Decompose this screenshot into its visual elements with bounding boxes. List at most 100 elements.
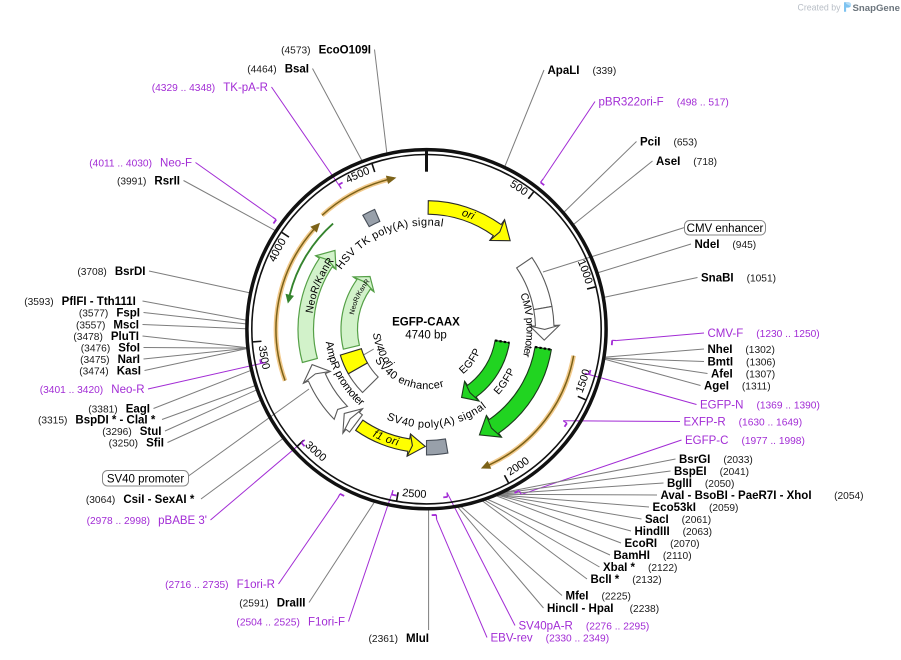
svg-text:(1051): (1051)	[747, 273, 776, 284]
svg-text:AfeI: AfeI	[711, 369, 733, 381]
svg-text:HindIII: HindIII	[635, 526, 670, 538]
svg-text:(2059): (2059)	[709, 503, 738, 514]
svg-text:(2238): (2238)	[630, 604, 659, 615]
svg-text:EagI: EagI	[126, 404, 150, 416]
svg-text:(2033): (2033)	[723, 455, 752, 466]
svg-text:Created by: Created by	[797, 3, 841, 13]
svg-text:NdeI: NdeI	[695, 239, 720, 251]
svg-text:EGFP-C: EGFP-C	[685, 435, 728, 447]
svg-text:(498 .. 517): (498 .. 517)	[677, 97, 729, 108]
svg-text:EcoO109I: EcoO109I	[319, 45, 371, 57]
svg-text:EGFP-CAAX: EGFP-CAAX	[392, 317, 460, 329]
svg-text:(1306): (1306)	[746, 357, 775, 368]
svg-text:BsrGI: BsrGI	[679, 454, 710, 466]
svg-text:EXFP-R: EXFP-R	[684, 417, 726, 429]
svg-text:(2978 .. 2998): (2978 .. 2998)	[87, 516, 150, 527]
svg-text:CMV enhancer: CMV enhancer	[687, 223, 764, 235]
svg-text:(1977 .. 1998): (1977 .. 1998)	[741, 436, 804, 447]
svg-text:StuI: StuI	[140, 426, 162, 438]
svg-text:(2591): (2591)	[239, 598, 268, 609]
svg-text:(3593): (3593)	[24, 297, 53, 308]
svg-text:DraIII: DraIII	[277, 598, 306, 610]
svg-text:(4011 .. 4030): (4011 .. 4030)	[89, 158, 152, 169]
svg-text:(3991): (3991)	[117, 176, 146, 187]
svg-text:(1630 .. 1649): (1630 .. 1649)	[739, 417, 802, 428]
svg-text:(4329 .. 4348): (4329 .. 4348)	[152, 83, 215, 94]
svg-text:(3064): (3064)	[86, 495, 115, 506]
svg-text:SfoI: SfoI	[118, 343, 140, 355]
svg-text:PluTI: PluTI	[111, 331, 139, 343]
svg-text:(1230 .. 1250): (1230 .. 1250)	[756, 329, 819, 340]
svg-text:AgeI: AgeI	[704, 381, 729, 393]
svg-text:(2716 .. 2735): (2716 .. 2735)	[165, 580, 228, 591]
svg-text:SacI: SacI	[645, 514, 669, 526]
svg-text:PflFI - Tth111I: PflFI - Tth111I	[62, 296, 136, 308]
svg-text:(2361): (2361)	[369, 634, 398, 645]
svg-text:SnapGene: SnapGene	[853, 3, 900, 14]
svg-text:(2054): (2054)	[834, 491, 863, 502]
svg-text:(1311): (1311)	[742, 381, 771, 392]
svg-text:(3475): (3475)	[80, 355, 109, 366]
svg-text:(2050): (2050)	[705, 479, 734, 490]
svg-text:XbaI *: XbaI *	[603, 562, 635, 574]
svg-text:(2225): (2225)	[602, 591, 631, 602]
svg-text:SV40pA-R: SV40pA-R	[519, 621, 573, 633]
svg-text:(3401 .. 3420): (3401 .. 3420)	[40, 385, 103, 396]
svg-text:(3381): (3381)	[88, 404, 117, 415]
svg-text:(3250): (3250)	[109, 438, 138, 449]
svg-text:FspI: FspI	[116, 308, 140, 320]
svg-text:(2330 .. 2349): (2330 .. 2349)	[546, 633, 609, 644]
svg-text:(3577): (3577)	[79, 308, 108, 319]
svg-text:BspEI: BspEI	[674, 466, 707, 478]
svg-text:EcoRI: EcoRI	[625, 538, 658, 550]
svg-text:(1307): (1307)	[746, 369, 775, 380]
svg-text:HincII - HpaI: HincII - HpaI	[547, 603, 613, 615]
svg-text:(3296): (3296)	[102, 427, 131, 438]
svg-text:(4573): (4573)	[281, 45, 310, 56]
svg-text:(3478): (3478)	[73, 332, 102, 343]
svg-text:(653): (653)	[673, 137, 697, 148]
svg-text:(2110): (2110)	[663, 551, 692, 562]
svg-text:NarI: NarI	[118, 354, 140, 366]
svg-text:Eco53kI: Eco53kI	[653, 502, 696, 514]
svg-text:(339): (339)	[592, 66, 616, 77]
svg-text:(2041): (2041)	[720, 467, 749, 478]
svg-text:(2132): (2132)	[632, 575, 661, 586]
svg-text:AvaI - BsoBI - PaeR7I - Xho: AvaI - BsoBI - PaeR7I - XhoI	[661, 490, 812, 502]
svg-text:(3557): (3557)	[76, 320, 105, 331]
svg-text:SnaBI: SnaBI	[701, 273, 734, 285]
svg-text:EGFP-N: EGFP-N	[700, 400, 743, 412]
svg-text:(2070): (2070)	[670, 539, 699, 550]
svg-text:RsrII: RsrII	[154, 176, 180, 188]
svg-text:Neo-F: Neo-F	[160, 158, 192, 170]
svg-text:(2276 .. 2295): (2276 .. 2295)	[586, 621, 649, 632]
svg-text:(3476): (3476)	[81, 343, 110, 354]
svg-text:(1369 .. 1390): (1369 .. 1390)	[756, 400, 819, 411]
svg-text:(3315): (3315)	[38, 415, 67, 426]
svg-text:MscI: MscI	[113, 320, 139, 332]
svg-text:BmtI: BmtI	[708, 357, 734, 369]
svg-text:MluI: MluI	[406, 633, 429, 645]
svg-text:PciI: PciI	[640, 137, 660, 149]
svg-text:BclI *: BclI *	[591, 574, 620, 586]
svg-text:(1302): (1302)	[745, 345, 774, 356]
svg-text:BsrDI: BsrDI	[115, 266, 146, 278]
svg-text:EBV-rev: EBV-rev	[491, 633, 533, 645]
svg-text:(945): (945)	[732, 240, 756, 251]
svg-text:pBABE 3': pBABE 3'	[158, 515, 207, 527]
svg-text:KasI: KasI	[117, 366, 141, 378]
svg-text:Neo-R: Neo-R	[111, 384, 144, 396]
svg-text:pBR322ori-F: pBR322ori-F	[599, 97, 664, 109]
svg-text:F1ori-F: F1ori-F	[308, 617, 345, 629]
svg-text:CsiI - SexAI *: CsiI - SexAI *	[123, 494, 194, 506]
svg-text:BspDI * - ClaI *: BspDI * - ClaI *	[75, 415, 155, 427]
svg-text:(3474): (3474)	[79, 366, 108, 377]
svg-text:BsaI: BsaI	[285, 64, 309, 76]
svg-text:(2122): (2122)	[648, 563, 677, 574]
svg-text:(2061): (2061)	[682, 515, 711, 526]
svg-text:4740 bp: 4740 bp	[405, 330, 447, 342]
svg-text:BglII: BglII	[667, 478, 692, 490]
svg-text:(2504 .. 2525): (2504 .. 2525)	[236, 617, 299, 628]
svg-text:CMV-F: CMV-F	[708, 328, 744, 340]
svg-text:F1ori-R: F1ori-R	[237, 579, 275, 591]
